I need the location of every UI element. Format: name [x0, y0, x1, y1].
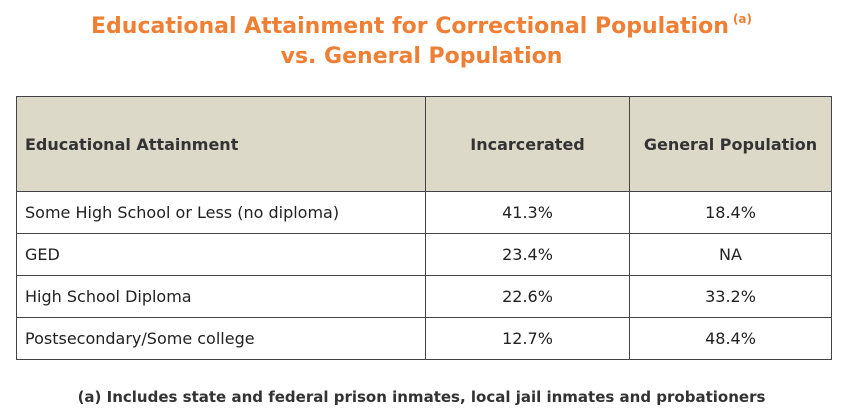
row-label: Postsecondary/Some college	[16, 317, 426, 360]
incarcerated-value: 22.6%	[425, 275, 630, 318]
table-header-row: Educational Attainment Incarcerated Gene…	[16, 96, 832, 192]
footnote-marker: (a)	[732, 12, 752, 26]
attainment-table: Educational Attainment Incarcerated Gene…	[16, 96, 832, 360]
general-population-value: 48.4%	[629, 317, 832, 360]
header-general-population: General Population	[629, 96, 832, 192]
title-line-1-text: Educational Attainment for Correctional …	[91, 14, 729, 39]
table-row: Postsecondary/Some college 12.7% 48.4%	[16, 317, 832, 360]
title-line-2: vs. General Population	[280, 44, 563, 69]
general-population-value: 33.2%	[629, 275, 832, 318]
general-population-value: NA	[629, 233, 832, 276]
incarcerated-value: 12.7%	[425, 317, 630, 360]
header-educational-attainment: Educational Attainment	[16, 96, 426, 192]
table-row: High School Diploma 22.6% 33.2%	[16, 275, 832, 318]
row-label: High School Diploma	[16, 275, 426, 318]
row-label: GED	[16, 233, 426, 276]
table-row: GED 23.4% NA	[16, 233, 832, 276]
table-row: Some High School or Less (no diploma) 41…	[16, 191, 832, 234]
title-line-1: Educational Attainment for Correctional …	[0, 12, 843, 42]
incarcerated-value: 41.3%	[425, 191, 630, 234]
row-label: Some High School or Less (no diploma)	[16, 191, 426, 234]
page-title: Educational Attainment for Correctional …	[0, 12, 843, 72]
incarcerated-value: 23.4%	[425, 233, 630, 276]
footnote: (a) Includes state and federal prison in…	[77, 388, 766, 406]
general-population-value: 18.4%	[629, 191, 832, 234]
header-incarcerated: Incarcerated	[425, 96, 630, 192]
